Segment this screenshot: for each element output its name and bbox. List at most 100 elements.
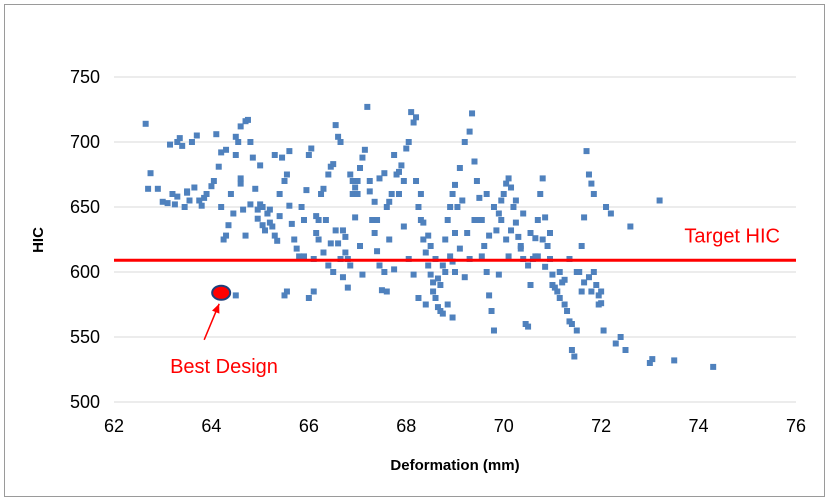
data-point xyxy=(266,219,273,226)
data-point xyxy=(283,171,290,178)
data-point xyxy=(420,219,427,226)
data-point xyxy=(447,204,454,210)
data-point xyxy=(376,262,383,269)
data-point xyxy=(490,204,497,210)
data-point xyxy=(376,175,383,182)
data-point xyxy=(464,230,471,236)
data-point xyxy=(437,282,444,288)
data-point xyxy=(578,288,585,295)
data-point xyxy=(169,191,176,197)
data-point xyxy=(279,154,286,161)
data-point xyxy=(347,262,354,269)
data-point xyxy=(405,139,412,145)
y-tick-label: 750 xyxy=(70,67,100,87)
data-point xyxy=(473,217,480,223)
gridlines xyxy=(114,76,796,403)
data-point xyxy=(456,245,463,252)
data-point xyxy=(310,288,317,295)
data-point xyxy=(430,288,437,295)
data-point xyxy=(449,314,456,321)
data-point xyxy=(486,232,493,239)
data-point xyxy=(527,230,534,236)
y-tick-label: 600 xyxy=(70,262,100,282)
data-point xyxy=(600,327,607,334)
y-tick-labels: 500 550 600 650 700 750 xyxy=(70,67,100,412)
data-point xyxy=(378,287,385,294)
data-point xyxy=(395,168,402,175)
data-point xyxy=(335,240,342,247)
data-point xyxy=(274,237,281,244)
data-point xyxy=(607,210,614,217)
y-axis-title: HIC xyxy=(30,227,47,253)
data-point xyxy=(415,295,422,301)
data-point xyxy=(283,288,290,295)
data-point xyxy=(320,185,327,192)
data-point xyxy=(520,210,527,217)
data-point xyxy=(425,232,432,239)
data-point xyxy=(400,178,407,184)
x-tick-label: 62 xyxy=(104,416,124,436)
data-point xyxy=(237,175,244,182)
data-point xyxy=(227,191,234,197)
data-point xyxy=(349,191,356,197)
data-point xyxy=(359,154,366,161)
data-point xyxy=(254,215,261,222)
data-point xyxy=(488,308,495,314)
data-point xyxy=(159,198,166,205)
data-point xyxy=(461,139,468,145)
data-point xyxy=(486,292,493,299)
data-point xyxy=(237,123,244,130)
data-point xyxy=(442,269,449,275)
data-point xyxy=(167,141,174,148)
data-point xyxy=(257,162,264,169)
data-point xyxy=(671,357,678,364)
data-point xyxy=(244,116,251,123)
data-point xyxy=(420,236,427,243)
data-point xyxy=(595,292,602,299)
data-point xyxy=(442,236,449,243)
data-point xyxy=(213,131,220,138)
data-point xyxy=(422,249,429,256)
data-point xyxy=(534,217,541,223)
data-point xyxy=(247,201,254,208)
data-point xyxy=(383,204,390,210)
data-point xyxy=(249,154,256,161)
data-point xyxy=(315,217,322,223)
data-point xyxy=(322,217,329,223)
data-point xyxy=(656,197,663,204)
data-point xyxy=(449,191,456,197)
data-point xyxy=(503,236,510,243)
data-point xyxy=(313,230,320,236)
data-point xyxy=(590,269,597,275)
x-tick-label: 74 xyxy=(689,416,709,436)
data-point xyxy=(593,282,600,288)
data-point xyxy=(230,210,237,217)
data-point xyxy=(403,145,410,152)
data-point xyxy=(262,227,269,234)
data-point xyxy=(259,204,266,210)
data-point xyxy=(225,222,232,229)
data-point xyxy=(383,288,390,295)
data-point xyxy=(542,214,549,221)
data-point xyxy=(471,158,478,165)
data-point xyxy=(271,152,278,158)
data-point xyxy=(434,275,441,282)
data-point xyxy=(512,197,519,204)
data-point xyxy=(546,230,553,236)
data-point xyxy=(617,334,624,340)
data-point xyxy=(184,188,191,195)
data-point xyxy=(603,204,610,210)
data-point xyxy=(220,236,227,243)
data-point xyxy=(357,243,364,249)
data-point xyxy=(466,128,473,135)
data-point xyxy=(342,233,349,240)
x-tick-label: 66 xyxy=(299,416,319,436)
data-point xyxy=(505,175,512,182)
data-point xyxy=(495,210,502,217)
data-point xyxy=(218,204,225,210)
data-point xyxy=(549,271,556,278)
data-point xyxy=(381,269,388,275)
data-point xyxy=(264,210,271,217)
data-point xyxy=(452,269,458,275)
data-point xyxy=(452,181,458,188)
